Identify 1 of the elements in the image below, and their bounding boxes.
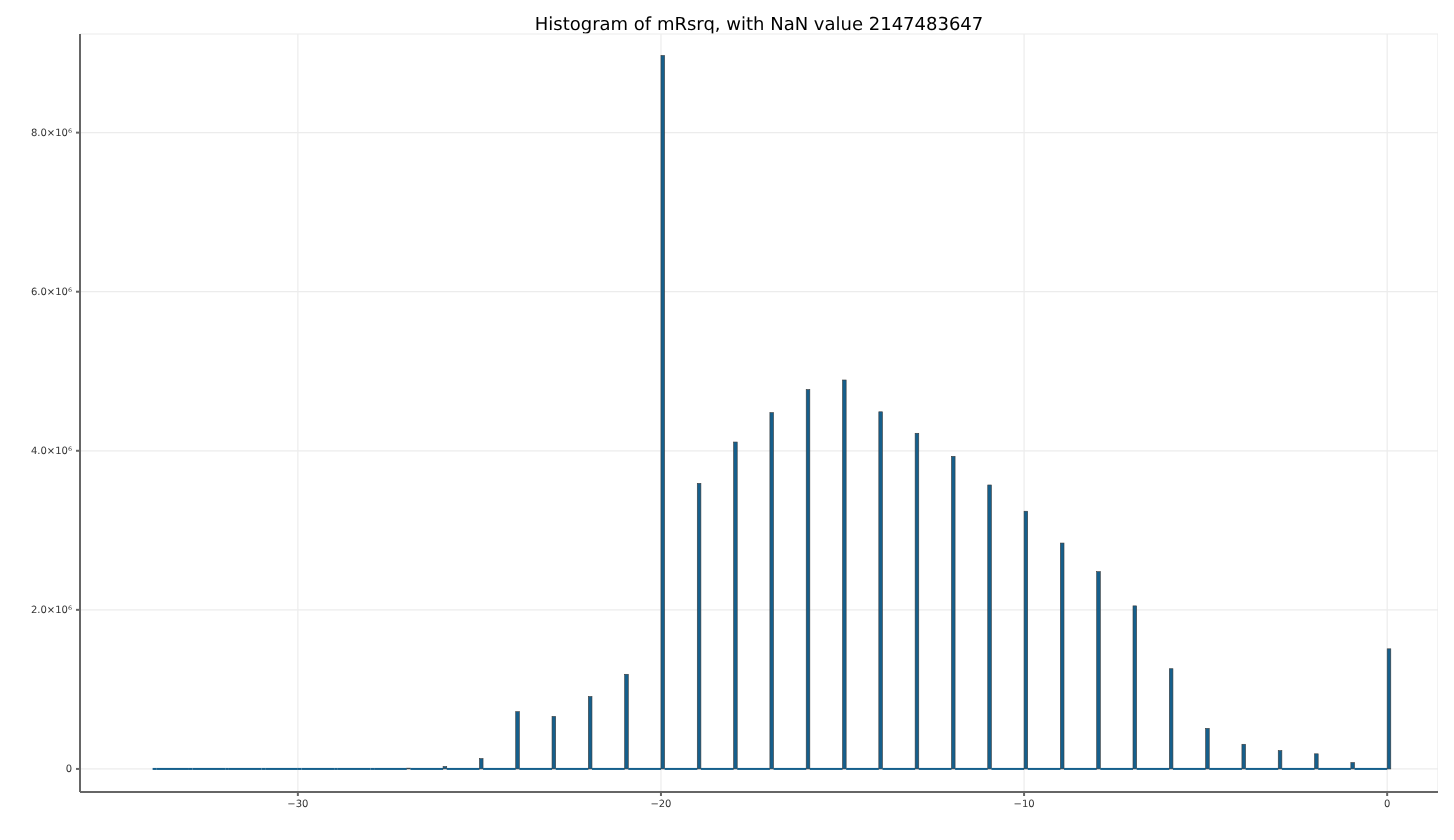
chart-title: Histogram of mRsrq, with NaN value 2147483647 xyxy=(532,16,986,36)
